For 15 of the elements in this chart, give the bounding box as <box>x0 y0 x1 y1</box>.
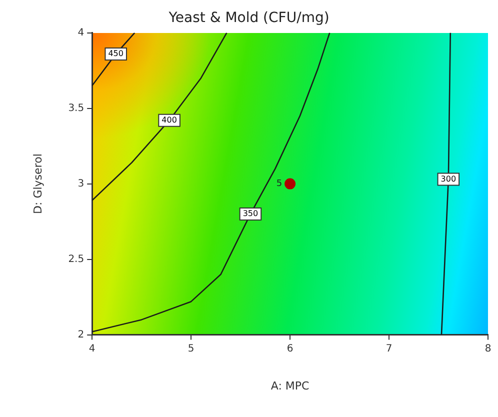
x-tick-label: 6 <box>286 343 294 354</box>
x-tick-label: 4 <box>88 343 96 354</box>
y-axis-title: D: Glyserol <box>31 154 44 214</box>
x-tick-label: 7 <box>386 343 392 354</box>
x-tick-label: 5 <box>188 343 194 354</box>
x-tick-label: 8 <box>484 343 492 354</box>
y-tick-label: 4 <box>78 27 84 38</box>
y-tick-label: 2.5 <box>68 254 84 265</box>
x-axis-title: A: MPC <box>270 379 310 392</box>
annotation: 5 <box>276 179 282 190</box>
y-tick-label: 3.5 <box>68 102 84 114</box>
chart-title: Yeast & Mold (CFU/mg) <box>168 10 330 26</box>
y-tick-label: 3 <box>78 178 84 190</box>
y-tick-label: 2 <box>78 329 84 340</box>
point <box>284 178 296 190</box>
